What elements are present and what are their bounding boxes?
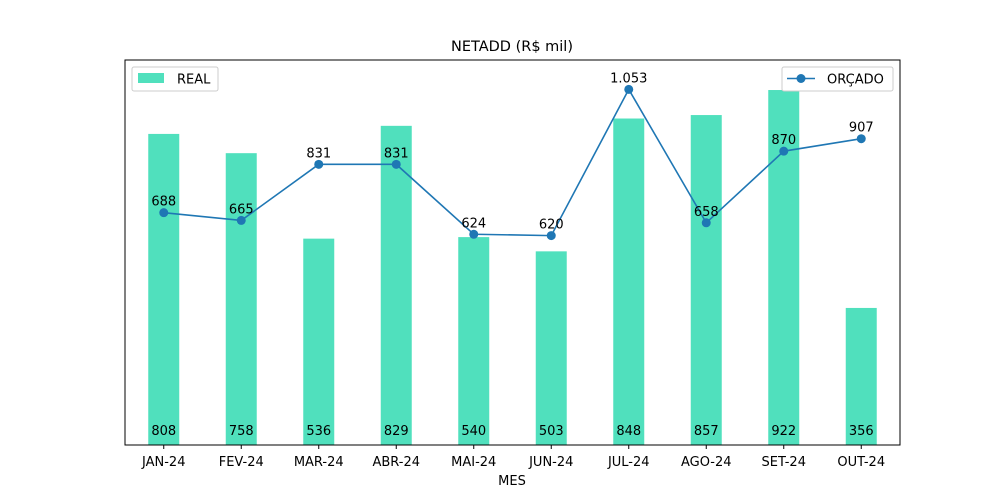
bar-jun-24 [535,251,567,445]
bar-abr-24 [380,125,412,446]
line-label-abr-24: 831 [384,146,409,161]
line-point-ago-24 [701,218,711,228]
line-label-jul-24: 1.053 [610,71,647,86]
bar-mai-24 [458,237,490,445]
bar-jan-24 [148,133,180,446]
legend-orcado-marker [796,74,806,83]
legend-real: REAL [131,66,219,92]
x-tick-label-fev-24: FEV-24 [219,455,264,470]
chart-title: NETADD (R$ mil) [451,39,573,55]
bar-label-abr-24: 829 [384,424,409,439]
line-points [159,84,866,241]
x-tick-label-out-24: OUT-24 [837,455,885,470]
x-axis-ticks: JAN-24 FEV-24 MAR-24 ABR-24 MAI-24 JUN-24 JUL-… [141,445,885,470]
x-tick-label-jul-24: JUL-24 [607,455,650,470]
bar-fev-24 [225,153,257,446]
line-label-ago-24: 658 [694,205,719,220]
plot-frame [124,59,901,446]
bar-label-ago-24: 857 [694,424,719,439]
line-label-fev-24: 665 [229,202,254,217]
line-point-out-24 [856,134,866,144]
bar-label-mar-24: 536 [306,424,331,439]
legend-real-swatch [138,73,164,83]
bar-label-fev-24: 758 [229,424,254,439]
x-tick-label-mar-24: MAR-24 [294,455,344,470]
x-tick-label-jun-24: JUN-24 [528,455,573,470]
line-point-abr-24 [391,159,401,169]
x-tick-label-set-24: SET-24 [762,455,806,470]
line-point-set-24 [779,146,789,156]
bar-label-jun-24: 503 [539,424,564,439]
line-label-set-24: 870 [771,133,796,148]
line-series-orcado [163,87,862,237]
bar-label-set-24: 922 [771,424,796,439]
bar-ago-24 [690,115,722,446]
line-point-mar-24 [314,159,324,169]
bar-label-out-24: 356 [849,424,874,439]
bar-series [148,90,877,446]
line-label-jun-24: 620 [539,218,564,233]
line-label-out-24: 907 [849,121,874,136]
line-point-jun-24 [546,231,556,241]
line-label-jan-24: 688 [151,195,176,210]
line-point-jan-24 [159,208,169,218]
bar-data-labels: 808 758 536 829 540 503 848 857 922 356 [151,424,873,439]
x-axis-label: MES [498,474,526,489]
legend-orcado-label: ORÇADO [827,73,884,88]
bar-out-24 [845,307,877,445]
x-tick-label-ago-24: AGO-24 [681,455,732,470]
bar-mar-24 [303,238,335,445]
line-label-mar-24: 831 [306,146,331,161]
legend-real-label: REAL [177,73,211,88]
bar-label-jan-24: 808 [151,424,176,439]
line-data-labels: 688 665 831 831 624 620 1.053 658 870 907 [151,71,873,232]
line-point-fev-24 [236,215,246,225]
x-tick-label-mai-24: MAI-24 [451,455,496,470]
x-tick-label-jan-24: JAN-24 [141,455,185,470]
line-point-mai-24 [469,229,479,239]
bar-label-mai-24: 540 [461,424,486,439]
bar-label-jul-24: 848 [616,424,641,439]
x-tick-label-abr-24: ABR-24 [372,455,420,470]
legend-orcado: ORÇADO [781,66,894,92]
line-label-mai-24: 624 [461,216,486,231]
bar-jul-24 [613,118,645,446]
line-point-jul-24 [624,84,634,94]
